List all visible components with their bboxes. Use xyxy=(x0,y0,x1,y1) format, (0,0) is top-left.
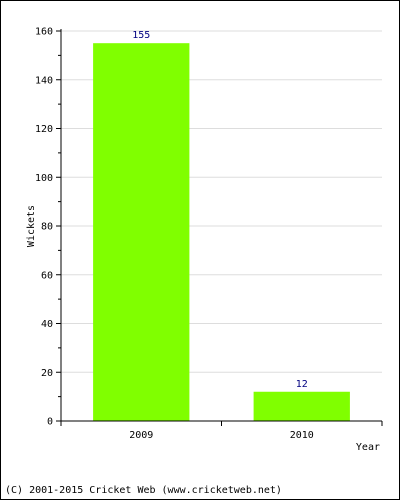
y-axis-title: Wickets xyxy=(26,205,37,247)
y-tick-label: 60 xyxy=(41,270,53,281)
data-label-2009: 155 xyxy=(132,30,150,41)
y-tick-label: 140 xyxy=(35,75,53,86)
y-tick-label: 160 xyxy=(35,27,53,38)
y-tick-label: 40 xyxy=(41,319,53,330)
y-tick-label: 20 xyxy=(41,368,53,379)
x-tick-label-2010: 2010 xyxy=(290,430,314,441)
x-tick-label-2009: 2009 xyxy=(129,430,153,441)
data-label-2010: 12 xyxy=(296,379,308,390)
bar-2010 xyxy=(253,391,350,421)
y-tick-label: 0 xyxy=(47,417,53,428)
wickets-bar-chart: 0 20 40 60 80 100 120 140 160 155 2009 12 2010 Wicket… xyxy=(26,27,383,453)
y-tick-label: 120 xyxy=(35,124,53,135)
y-tick-label: 80 xyxy=(41,222,53,233)
copyright-text: (C) 2001-2015 Cricket Web (www.cricketwe… xyxy=(5,485,282,496)
x-axis-title: Year xyxy=(356,442,380,453)
bar-2009 xyxy=(93,43,190,421)
y-tick-label: 100 xyxy=(35,173,53,184)
